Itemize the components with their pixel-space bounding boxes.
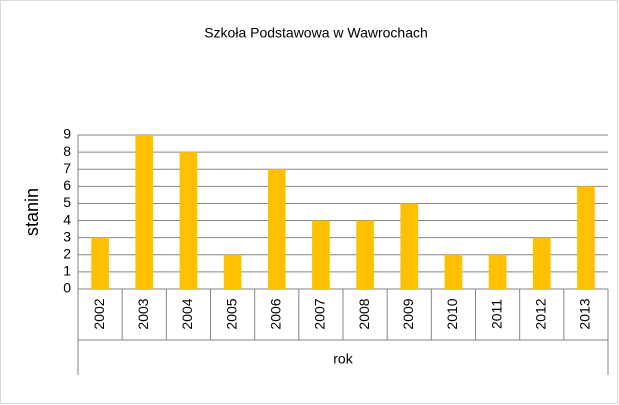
x-tick-label: 2011 xyxy=(488,299,504,329)
bar xyxy=(312,220,330,289)
bar xyxy=(223,254,242,289)
y-tick-label: 6 xyxy=(63,177,71,193)
x-tick-label: 2009 xyxy=(400,298,416,329)
x-tick-label: 2012 xyxy=(532,298,548,329)
bar xyxy=(356,220,374,289)
bar xyxy=(444,254,463,289)
x-tick-label: 2006 xyxy=(267,298,283,329)
x-tick-label: 2003 xyxy=(135,298,151,329)
y-tick-label: 0 xyxy=(63,280,71,296)
x-tick-label: 2008 xyxy=(356,298,372,329)
x-axis-label: rok xyxy=(333,351,353,367)
x-tick-label: 2004 xyxy=(179,298,195,329)
x-tick-label: 2005 xyxy=(223,298,239,329)
bar xyxy=(577,186,595,289)
y-tick-label: 2 xyxy=(63,245,71,261)
y-tick-label: 3 xyxy=(63,228,71,244)
bar xyxy=(532,237,551,289)
x-tick-label: 2007 xyxy=(312,298,328,329)
bar xyxy=(91,237,109,289)
bar xyxy=(267,169,286,289)
y-tick-label: 8 xyxy=(63,143,71,159)
x-tick-label: 2002 xyxy=(91,298,107,329)
x-tick-label: 2013 xyxy=(577,298,593,329)
bar xyxy=(179,152,198,289)
bar xyxy=(135,135,154,289)
x-tick-label: 2010 xyxy=(444,298,460,329)
bar xyxy=(488,254,507,289)
y-axis-label: stanin xyxy=(22,188,42,236)
y-tick-label: 1 xyxy=(63,263,71,279)
chart-title: Szkoła Podstawowa w Wawrochach xyxy=(204,25,428,41)
y-tick-label: 5 xyxy=(63,194,71,210)
y-tick-label: 4 xyxy=(63,211,71,227)
y-tick-label: 7 xyxy=(63,160,71,176)
y-tick-label: 9 xyxy=(63,126,71,142)
bar xyxy=(400,203,419,289)
